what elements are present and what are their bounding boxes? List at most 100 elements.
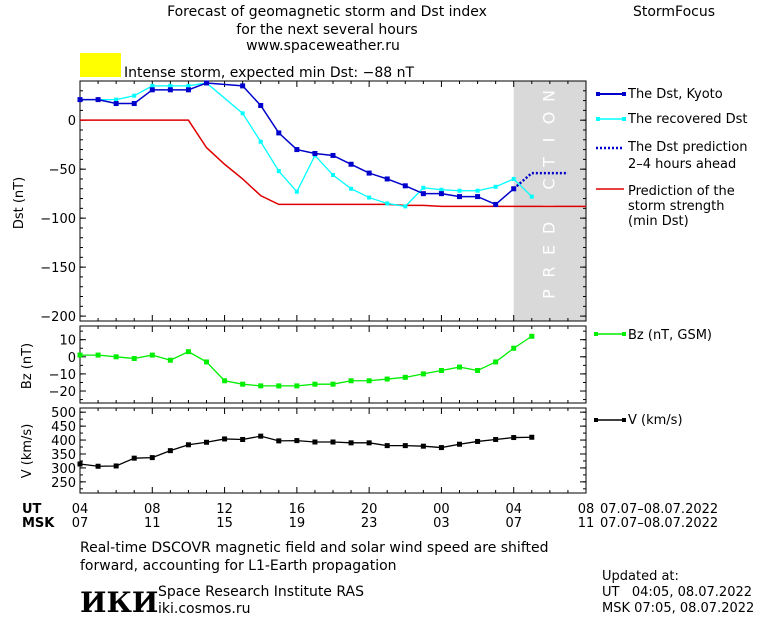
y-tick-label: −100 [40, 212, 76, 227]
data-point-the-recovered-dst [114, 97, 119, 102]
data-point-the-recovered-dst [294, 189, 299, 194]
data-point-the-recovered-dst [385, 201, 390, 206]
data-point-v-km-s [276, 438, 282, 444]
data-point-v-km-s [366, 440, 372, 446]
prediction-label-letter: P [539, 287, 558, 299]
data-point-v-km-s [384, 443, 390, 449]
legend-v-marker [622, 418, 626, 422]
plot-frame [79, 407, 587, 494]
data-point-the-recovered-dst [276, 169, 281, 174]
bz-ylabel: Bz (nT) [20, 343, 35, 389]
data-point-the-dst-kyoto [131, 101, 137, 107]
ut-date-range: 07.07–08.07.2022 [600, 502, 718, 517]
y-tick-label: 400 [51, 434, 76, 449]
footer-note-2: forward, accounting for L1-Earth propaga… [80, 558, 397, 574]
prediction-label-letter: N [539, 88, 558, 102]
data-point-bz-nt-gsm [402, 374, 408, 380]
legend-dst-prediction-1: The Dst prediction [627, 140, 748, 155]
data-point-the-recovered-dst [439, 187, 444, 192]
y-tick-label: −20 [49, 385, 76, 400]
updated-msk: MSK 07:05, 08.07.2022 [602, 601, 754, 616]
plot-frame [79, 325, 587, 404]
ut-label: UT [22, 502, 42, 517]
legend-strength-1: Prediction of the [628, 184, 735, 199]
data-point-the-dst-kyoto [113, 101, 119, 107]
data-point-the-recovered-dst [475, 188, 480, 193]
prediction-label-letter: I [539, 136, 558, 143]
data-point-the-dst-kyoto [348, 161, 354, 167]
dst-ylabel: Dst (nT) [12, 177, 27, 229]
data-point-the-recovered-dst [186, 83, 191, 88]
prediction-label-letter: T [539, 155, 558, 168]
prediction-label-letter: R [539, 264, 558, 277]
legend-dst-prediction-2: 2–4 hours ahead [628, 157, 736, 172]
y-tick-label: −150 [40, 261, 76, 276]
data-point-the-dst-kyoto [402, 183, 408, 189]
iki-logo: ИКИ [80, 586, 158, 619]
brand-name: StormFocus [633, 4, 715, 20]
data-point-v-km-s [312, 439, 318, 445]
data-point-v-km-s [95, 463, 101, 469]
data-point-bz-nt-gsm [167, 357, 173, 363]
data-point-bz-nt-gsm [131, 356, 137, 362]
data-point-the-recovered-dst [349, 186, 354, 191]
y-tick-label: −200 [40, 310, 76, 325]
prediction-label-letter: O [539, 110, 558, 125]
data-point-bz-nt-gsm [348, 378, 354, 384]
data-point-bz-nt-gsm [258, 383, 264, 389]
y-tick-label: 500 [51, 406, 76, 421]
msk-tick-label: 19 [289, 516, 306, 531]
institute-site[interactable]: iki.cosmos.ru [158, 601, 250, 617]
data-point-bz-nt-gsm [384, 376, 390, 382]
data-point-the-recovered-dst [529, 194, 534, 199]
data-point-v-km-s [258, 433, 264, 439]
data-point-the-recovered-dst [240, 111, 245, 116]
ut-tick-label: 20 [361, 502, 378, 517]
data-point-the-dst-kyoto [312, 150, 318, 156]
time-tick-labels: 04 08 12 16 20 00 04 08 07 11 15 19 23 03 07 11 [72, 502, 595, 531]
data-point-v-km-s [438, 445, 444, 451]
data-point-the-recovered-dst [511, 176, 516, 181]
ut-tick-label: 08 [578, 502, 595, 517]
data-point-the-dst-kyoto [384, 176, 390, 182]
data-point-bz-nt-gsm [330, 381, 336, 387]
msk-tick-label: 03 [433, 516, 450, 531]
data-point-v-km-s [493, 436, 499, 442]
title-line2: for the next several hours [236, 22, 417, 38]
prediction-label-letter: I [539, 202, 558, 209]
data-point-v-km-s [131, 455, 137, 461]
data-point-bz-nt-gsm [204, 359, 209, 365]
msk-tick-label: 07 [72, 516, 89, 531]
data-point-the-dst-kyoto [276, 130, 282, 136]
data-point-v-km-s [294, 438, 300, 444]
data-point-the-dst-kyoto [330, 152, 336, 158]
legend-strength-3: (min Dst) [628, 214, 689, 229]
data-point-v-km-s [113, 463, 119, 469]
series-line-the-dst-kyoto [80, 82, 515, 206]
series-line-the-recovered-dst [80, 82, 533, 208]
legend-dst-recovered-marker [596, 117, 600, 121]
msk-tick-label: 07 [505, 516, 522, 531]
y-tick-label: 250 [51, 476, 76, 491]
y-tick-label: 0 [68, 351, 76, 366]
msk-label: MSK [22, 516, 55, 531]
source-url[interactable]: www.spaceweather.ru [246, 38, 400, 54]
panel-bz: 10 0 −10 −20 [49, 325, 587, 404]
y-tick-label: 10 [59, 334, 76, 349]
prediction-band [513, 81, 586, 321]
data-point-the-recovered-dst [132, 93, 137, 98]
data-point-v-km-s [457, 441, 462, 447]
data-point-v-km-s [222, 436, 228, 442]
data-point-bz-nt-gsm [113, 354, 119, 360]
data-point-v-km-s [348, 440, 354, 446]
legend-dst-kyoto: The Dst, Kyoto [627, 87, 723, 102]
data-point-v-km-s [149, 455, 155, 461]
data-point-the-recovered-dst [258, 139, 263, 144]
legend-bz: Bz (nT, GSM) [628, 328, 712, 343]
data-point-bz-nt-gsm [366, 378, 372, 384]
data-point-v-km-s [204, 439, 209, 445]
data-point-bz-nt-gsm [438, 367, 444, 373]
